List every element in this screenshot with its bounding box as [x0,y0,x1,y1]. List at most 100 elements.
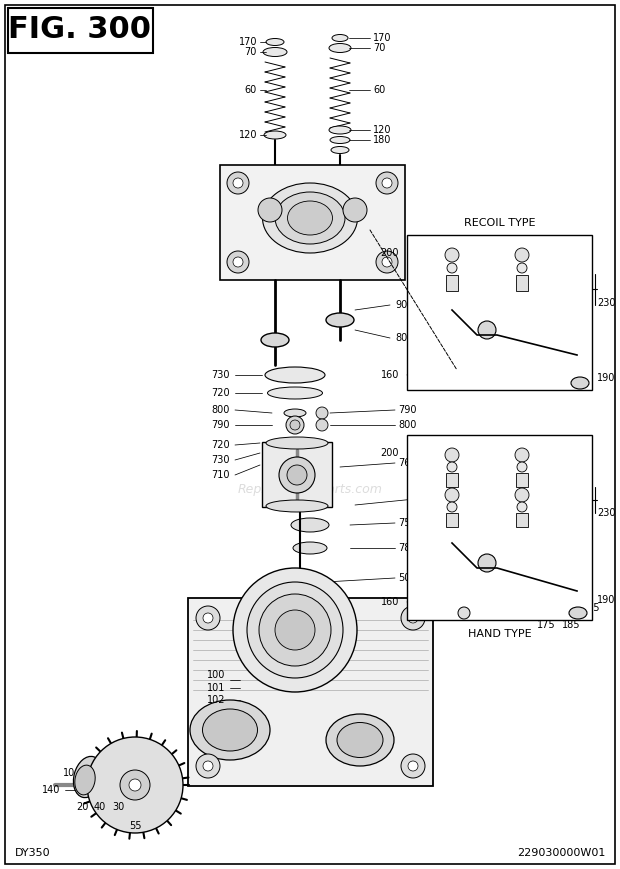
Text: 160: 160 [381,597,399,607]
Text: 760: 760 [398,458,417,468]
Ellipse shape [288,201,332,235]
Circle shape [259,594,331,666]
Circle shape [287,465,307,485]
Text: 20: 20 [76,802,88,812]
Bar [516,275,528,291]
Circle shape [247,582,343,678]
Text: 800: 800 [211,405,230,415]
Ellipse shape [329,43,351,52]
Circle shape [445,448,459,462]
Bar [446,513,458,527]
Circle shape [294,580,306,592]
Text: 190: 190 [597,373,616,383]
Text: 240: 240 [552,450,570,460]
Circle shape [445,248,459,262]
Text: 190: 190 [597,595,616,605]
Circle shape [376,251,398,273]
Circle shape [129,779,141,791]
Text: 210: 210 [425,450,443,460]
Text: 230: 230 [597,297,616,308]
Text: 185: 185 [562,620,580,630]
Text: 120: 120 [373,125,391,135]
Text: 40: 40 [94,802,106,812]
Circle shape [517,263,527,273]
Circle shape [401,754,425,778]
Ellipse shape [266,500,328,512]
Circle shape [382,257,392,267]
Text: 30: 30 [112,802,124,812]
Text: 175: 175 [537,620,556,630]
Bar [407,235,592,390]
Circle shape [408,613,418,623]
Text: 250: 250 [552,238,570,248]
Bar [188,598,433,786]
Text: 229030000W01: 229030000W01 [516,848,605,858]
Bar [516,473,528,487]
Ellipse shape [203,709,257,751]
Ellipse shape [331,147,349,154]
Text: 60: 60 [373,85,385,95]
Ellipse shape [337,722,383,758]
Text: 195: 195 [582,603,601,613]
Text: 750: 750 [398,518,417,528]
Ellipse shape [266,38,284,45]
Circle shape [445,488,459,502]
Circle shape [447,462,457,472]
Text: 200: 200 [381,248,399,258]
Text: 220: 220 [425,438,444,448]
Text: ReplacementParts.com: ReplacementParts.com [237,483,383,496]
Text: 180: 180 [373,135,391,145]
Circle shape [286,416,304,434]
Circle shape [478,554,496,572]
Circle shape [203,761,213,771]
Ellipse shape [262,183,358,253]
Text: 710: 710 [211,470,230,480]
Text: 720: 720 [211,388,230,398]
Circle shape [196,754,220,778]
Ellipse shape [73,756,102,798]
Text: 240: 240 [552,497,570,507]
Circle shape [279,457,315,493]
Ellipse shape [261,333,289,347]
Text: 70: 70 [245,47,257,57]
Bar [407,435,592,620]
Circle shape [258,198,282,222]
Ellipse shape [264,131,286,139]
Text: 230: 230 [597,507,616,518]
Circle shape [196,606,220,630]
Circle shape [517,502,527,512]
Text: 720: 720 [211,440,230,450]
Ellipse shape [326,714,394,766]
Ellipse shape [267,387,322,399]
Text: 70: 70 [373,43,386,53]
Bar [8,8,153,53]
Ellipse shape [291,518,329,532]
Text: 780: 780 [398,543,417,553]
Ellipse shape [330,136,350,143]
Circle shape [447,502,457,512]
Text: 55: 55 [129,821,141,831]
Circle shape [517,462,527,472]
Text: RECOIL TYPE: RECOIL TYPE [464,218,535,228]
Ellipse shape [284,409,306,417]
Circle shape [382,178,392,188]
Text: 140: 140 [42,785,60,795]
Circle shape [233,257,243,267]
Circle shape [290,420,300,430]
Text: 240: 240 [552,250,570,260]
Text: 790: 790 [211,420,230,430]
Circle shape [515,488,529,502]
Ellipse shape [75,765,95,795]
Text: 10: 10 [63,768,75,778]
Text: 101: 101 [206,683,225,693]
Ellipse shape [329,126,351,134]
Circle shape [127,812,143,828]
Text: 90: 90 [395,300,407,310]
Circle shape [401,606,425,630]
Circle shape [478,321,496,339]
Text: 160: 160 [381,370,399,380]
Text: 102: 102 [206,695,225,705]
Text: 120: 120 [239,130,257,140]
Ellipse shape [263,48,287,56]
Ellipse shape [569,607,587,619]
